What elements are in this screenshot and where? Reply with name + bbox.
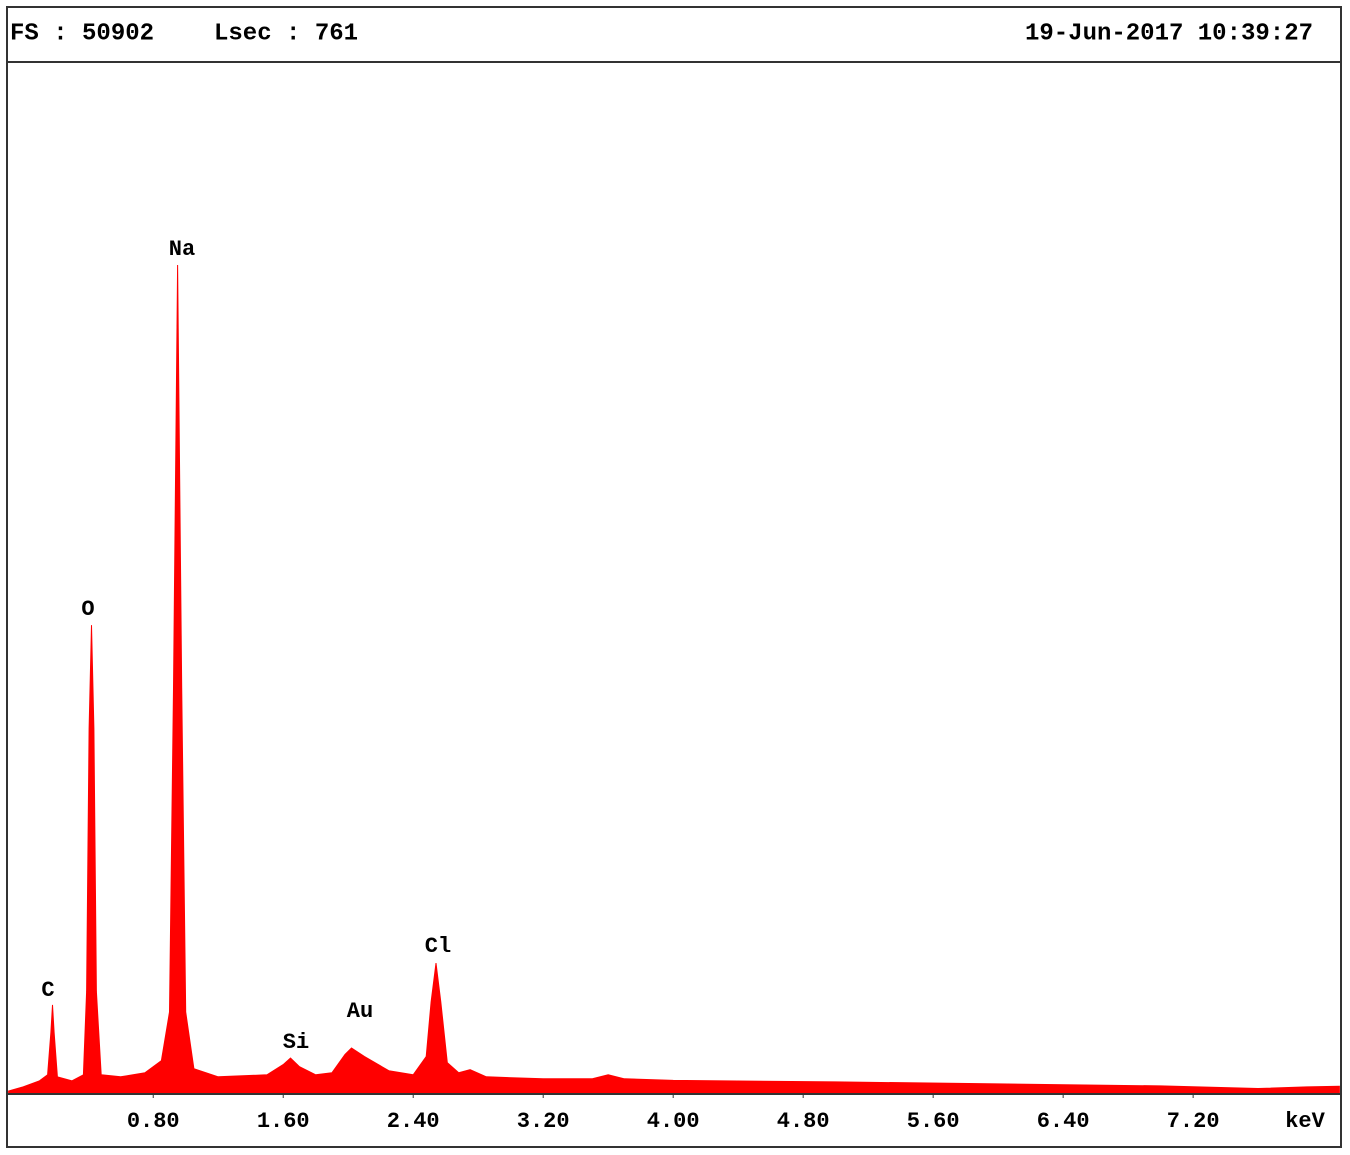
x-tick-label: 3.20 — [517, 1109, 570, 1134]
peak-label: O — [81, 597, 94, 622]
x-tick-label: 0.80 — [127, 1109, 180, 1134]
peak-label: C — [41, 978, 54, 1003]
frame — [6, 6, 1342, 1148]
peak-label: Na — [169, 237, 195, 262]
x-tick-label: 4.00 — [647, 1109, 700, 1134]
x-tick-label: 5.60 — [907, 1109, 960, 1134]
x-tick-label: 7.20 — [1167, 1109, 1220, 1134]
timestamp: 19-Jun-2017 10:39:27 — [1025, 20, 1313, 47]
x-tick-label: 2.40 — [387, 1109, 440, 1134]
peak-label: Cl — [425, 934, 451, 959]
x-tick-label: 4.80 — [777, 1109, 830, 1134]
live-seconds: Lsec : 761 — [214, 20, 358, 47]
x-tick-label: 1.60 — [257, 1109, 310, 1134]
x-tick-label: 6.40 — [1037, 1109, 1090, 1134]
full-scale: FS : 50902 — [10, 20, 154, 47]
x-unit: keV — [1285, 1109, 1325, 1134]
peak-label: Au — [347, 999, 373, 1024]
spectrum — [8, 264, 1340, 1094]
peak-label: Si — [283, 1030, 309, 1055]
